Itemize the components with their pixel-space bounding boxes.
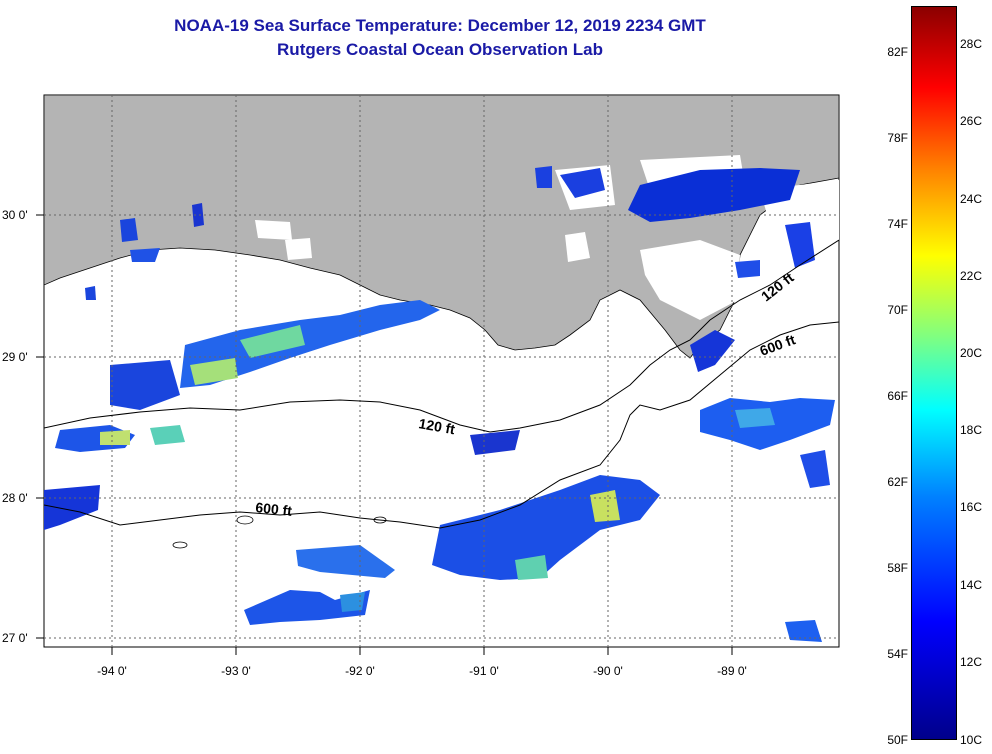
contour-600ft [44, 321, 839, 529]
colorbar-label-f: 62F [887, 475, 908, 489]
contour-120ft-west [44, 239, 839, 433]
lat-label-30: 30 0' [2, 208, 28, 222]
sst-data-patches [44, 166, 835, 642]
lon-label-92: -92 0' [345, 664, 375, 678]
contour-island [236, 515, 254, 525]
colorbar-label-f: 66F [887, 389, 908, 403]
lat-label-29: 29 0' [2, 350, 28, 364]
land-nodata-patch [565, 232, 590, 262]
colorbar-label-f: 58F [887, 561, 908, 575]
land-nodata-patch [255, 220, 292, 240]
contour-label: 600 ft [255, 499, 293, 519]
colorbar-label-c: 28C [960, 37, 983, 51]
contour-island [373, 516, 387, 524]
contour-island [172, 541, 188, 549]
lon-label-94: -94 0' [97, 664, 127, 678]
colorbar-label-f: 74F [887, 217, 908, 231]
land-nodata-patch [285, 238, 312, 260]
map-subtitle: Rutgers Coastal Ocean Observation Lab [277, 40, 603, 59]
colorbar-label-f: 82F [887, 45, 908, 59]
axis-ticks [36, 214, 733, 655]
colorbar-label-f: 78F [887, 131, 908, 145]
land-nodata-patch [640, 240, 740, 320]
colorbar-label-c: 20C [960, 346, 983, 360]
lon-label-90: -90 0' [593, 664, 623, 678]
colorbar-label-c: 22C [960, 269, 983, 283]
lon-label-93: -93 0' [221, 664, 251, 678]
colorbar-label-c: 12C [960, 655, 983, 669]
colorbar-label-c: 26C [960, 114, 983, 128]
lon-label-91: -91 0' [469, 664, 499, 678]
colorbar-label-c: 10C [960, 733, 983, 747]
colorbar-label-f: 50F [887, 733, 908, 747]
map-title: NOAA-19 Sea Surface Temperature: Decembe… [174, 16, 706, 35]
contour-label: 120 ft [417, 415, 456, 437]
graticule [44, 95, 839, 647]
colorbar-label-f: 54F [887, 647, 908, 661]
lat-label-28: 28 0' [2, 491, 28, 505]
lon-label-89: -89 0' [717, 664, 747, 678]
lat-label-27: 27 0' [2, 631, 28, 645]
temperature-colorbar [911, 6, 957, 740]
colorbar-label-f: 70F [887, 303, 908, 317]
colorbar-label-c: 18C [960, 423, 983, 437]
colorbar-label-c: 14C [960, 578, 983, 592]
colorbar-label-c: 24C [960, 192, 983, 206]
colorbar-label-c: 16C [960, 500, 983, 514]
